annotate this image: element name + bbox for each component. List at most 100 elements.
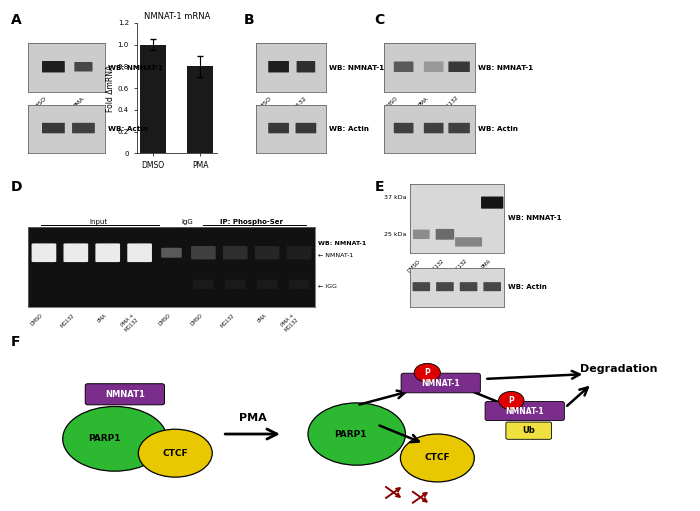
- Text: NMNAT-1: NMNAT-1: [421, 379, 460, 387]
- Text: WB: NMNAT-1: WB: NMNAT-1: [108, 65, 164, 71]
- FancyBboxPatch shape: [412, 282, 430, 291]
- Text: WB: Actin: WB: Actin: [108, 126, 148, 132]
- Text: WB: Actin: WB: Actin: [478, 126, 518, 132]
- Y-axis label: Fold ΔmRNA: Fold ΔmRNA: [106, 64, 115, 112]
- Text: A: A: [10, 13, 21, 27]
- FancyBboxPatch shape: [72, 123, 94, 133]
- Bar: [188, 66, 214, 153]
- Text: PMA + MG132: PMA + MG132: [428, 96, 459, 127]
- FancyBboxPatch shape: [481, 197, 503, 208]
- FancyBboxPatch shape: [460, 282, 477, 291]
- FancyBboxPatch shape: [455, 237, 482, 247]
- Text: F: F: [10, 335, 20, 349]
- Text: DMSO: DMSO: [407, 259, 421, 273]
- Text: 37 kDa: 37 kDa: [384, 195, 406, 200]
- Text: PARP1: PARP1: [334, 430, 366, 438]
- Text: DMSO: DMSO: [30, 96, 48, 113]
- FancyBboxPatch shape: [449, 61, 470, 72]
- Text: PARP1: PARP1: [88, 434, 121, 444]
- FancyBboxPatch shape: [394, 61, 414, 72]
- Title: NMNAT-1 mRNA: NMNAT-1 mRNA: [144, 12, 210, 21]
- Text: C: C: [374, 13, 385, 27]
- FancyBboxPatch shape: [424, 61, 444, 72]
- Text: 25 kDa: 25 kDa: [384, 232, 406, 237]
- Text: DMSO: DMSO: [30, 313, 44, 327]
- Text: IP: Phospho-Ser: IP: Phospho-Ser: [220, 219, 284, 225]
- Text: E: E: [374, 180, 384, 194]
- Text: CTCF: CTCF: [162, 449, 188, 458]
- Text: D: D: [10, 180, 22, 194]
- Text: MG132: MG132: [220, 313, 235, 329]
- Text: Input: Input: [90, 219, 107, 225]
- Text: P: P: [424, 368, 430, 377]
- FancyBboxPatch shape: [268, 61, 289, 73]
- Circle shape: [414, 363, 440, 382]
- Text: DMSO: DMSO: [256, 96, 273, 113]
- Ellipse shape: [400, 434, 475, 482]
- FancyBboxPatch shape: [424, 123, 444, 133]
- Text: B: B: [244, 13, 254, 27]
- FancyBboxPatch shape: [506, 422, 552, 439]
- FancyBboxPatch shape: [413, 229, 430, 239]
- Text: WB: NMNAT-1: WB: NMNAT-1: [329, 65, 384, 71]
- FancyBboxPatch shape: [288, 280, 309, 289]
- Text: PMA: PMA: [73, 96, 85, 109]
- FancyBboxPatch shape: [225, 280, 246, 289]
- FancyBboxPatch shape: [223, 246, 248, 260]
- Text: P: P: [508, 396, 514, 405]
- FancyBboxPatch shape: [485, 402, 564, 421]
- FancyBboxPatch shape: [32, 243, 56, 262]
- FancyBboxPatch shape: [435, 229, 454, 240]
- FancyBboxPatch shape: [401, 373, 480, 393]
- FancyBboxPatch shape: [484, 282, 501, 291]
- Text: PMA +
MG132: PMA + MG132: [279, 313, 299, 333]
- FancyBboxPatch shape: [297, 61, 315, 73]
- FancyBboxPatch shape: [42, 61, 65, 73]
- FancyBboxPatch shape: [193, 280, 214, 289]
- FancyBboxPatch shape: [127, 243, 152, 262]
- Text: PMA: PMA: [417, 96, 429, 108]
- Ellipse shape: [139, 429, 212, 477]
- Text: MG132: MG132: [289, 96, 308, 115]
- Text: NMNAT1: NMNAT1: [105, 390, 145, 399]
- FancyBboxPatch shape: [449, 123, 470, 133]
- Text: DMSO: DMSO: [384, 96, 399, 111]
- FancyBboxPatch shape: [436, 282, 454, 291]
- Text: WB: NMNAT-1: WB: NMNAT-1: [318, 241, 366, 246]
- Text: IgG: IgG: [181, 219, 193, 225]
- Text: PMA: PMA: [97, 313, 108, 324]
- FancyBboxPatch shape: [257, 280, 277, 289]
- Text: WB: Actin: WB: Actin: [508, 285, 546, 290]
- Text: DMSO: DMSO: [189, 313, 204, 327]
- FancyBboxPatch shape: [191, 246, 216, 260]
- FancyBboxPatch shape: [74, 62, 92, 72]
- FancyBboxPatch shape: [161, 248, 182, 258]
- Text: WB: NMNAT-1: WB: NMNAT-1: [478, 65, 533, 71]
- Text: Degradation: Degradation: [580, 364, 657, 375]
- Circle shape: [498, 391, 524, 410]
- Text: PMA: PMA: [239, 413, 267, 424]
- Text: Ub: Ub: [522, 426, 535, 435]
- FancyBboxPatch shape: [255, 246, 279, 260]
- FancyBboxPatch shape: [42, 123, 65, 133]
- FancyBboxPatch shape: [287, 246, 312, 260]
- Text: CTCF: CTCF: [424, 453, 450, 462]
- FancyBboxPatch shape: [85, 384, 164, 405]
- Ellipse shape: [63, 406, 167, 471]
- FancyBboxPatch shape: [64, 243, 88, 262]
- FancyBboxPatch shape: [268, 123, 289, 133]
- Text: WB: NMNAT-1: WB: NMNAT-1: [508, 216, 561, 221]
- Text: MG132: MG132: [428, 259, 445, 275]
- Text: PMA +
MG132: PMA + MG132: [120, 313, 139, 333]
- FancyBboxPatch shape: [95, 243, 120, 262]
- FancyBboxPatch shape: [295, 123, 316, 133]
- Text: PMA + MG132: PMA + MG132: [438, 259, 468, 289]
- Text: ← NMNAT-1: ← NMNAT-1: [318, 252, 353, 258]
- Text: DMSO: DMSO: [158, 313, 172, 327]
- Text: PMA: PMA: [256, 313, 267, 324]
- Text: MG132: MG132: [60, 313, 76, 329]
- FancyBboxPatch shape: [394, 123, 414, 133]
- Text: ← IGG: ← IGG: [318, 284, 337, 289]
- Ellipse shape: [308, 403, 405, 465]
- Text: NMNAT-1: NMNAT-1: [505, 407, 544, 415]
